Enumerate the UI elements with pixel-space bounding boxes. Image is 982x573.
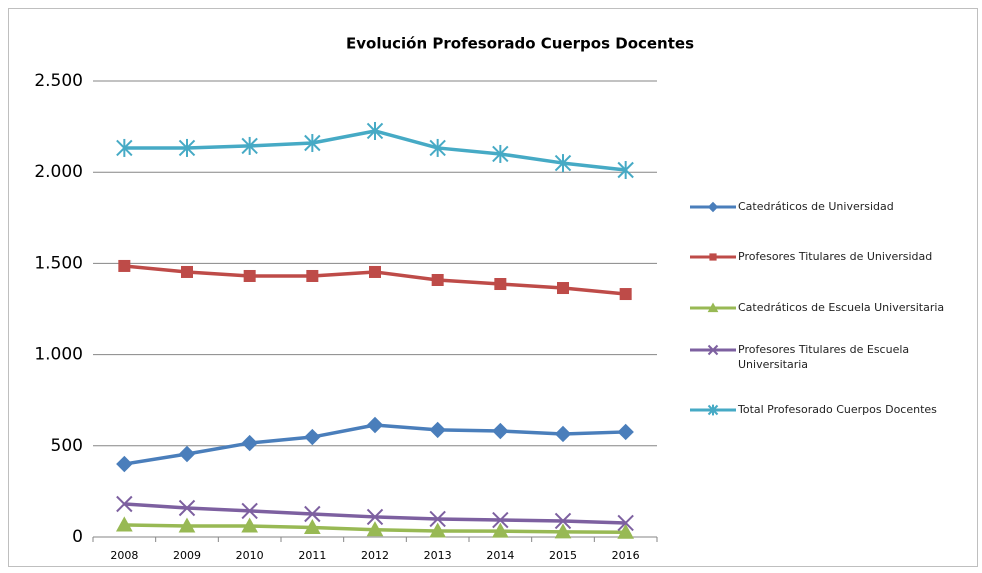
x-tick-label: 2014 [486,549,514,562]
marker [429,421,446,439]
marker [494,278,507,291]
y-tick-label: 2.000 [34,162,83,182]
marker [369,265,381,278]
marker [554,523,572,539]
marker-stroke [116,495,133,513]
marker [304,134,321,153]
x-tick-label: 2011 [298,549,326,562]
marker [181,265,193,278]
x-tick-label: 2012 [361,549,389,562]
marker [617,423,634,441]
marker [492,144,509,163]
marker [429,510,446,528]
marker [431,273,444,286]
marker [306,269,319,282]
marker-stroke [429,510,446,528]
marker [116,495,133,513]
marker [303,518,321,535]
marker [178,517,196,533]
marker [304,505,321,523]
marker [241,136,258,155]
marker-stroke [178,499,196,517]
marker [707,201,719,213]
marker [178,445,196,463]
marker-stroke [554,512,572,530]
marker [115,516,133,532]
legend-label: Total Profesorado Cuerpos Docentes [738,403,937,416]
marker [617,523,635,539]
legend-label: Profesores Titulares de Escuela Universi… [738,343,910,371]
marker [116,138,133,157]
marker [707,404,719,416]
marker-stroke [304,505,321,523]
marker [304,428,321,446]
y-tick-label: 0 [72,527,83,547]
marker-stroke [366,508,384,526]
x-tick-label: 2010 [236,549,264,562]
x-tick-label: 2013 [424,549,452,562]
x-tick-label: 2015 [549,549,577,562]
marker [707,344,719,356]
legend-label: Profesores Titulares de Universidad [738,250,933,263]
marker [241,517,259,533]
marker [492,422,509,440]
chart-title: Evolución Profesorado Cuerpos Docentes [346,35,694,53]
marker [492,511,509,529]
x-tick-label: 2008 [110,549,138,562]
marker-stroke [707,344,719,356]
marker [617,161,634,180]
marker [366,416,384,434]
marker [429,522,447,538]
marker [241,434,258,452]
legend-label: Catedráticos de Universidad [738,200,894,213]
marker [429,138,446,157]
marker [707,302,719,313]
y-tick-label: 1.000 [34,345,83,365]
marker [116,455,133,473]
marker [619,288,632,301]
marker [491,522,509,538]
marker [118,259,131,272]
marker [557,282,569,295]
y-tick-label: 500 [51,436,83,456]
marker [366,508,384,526]
y-tick-label: 2.500 [34,71,83,91]
marker-stroke [617,514,634,532]
marker [554,154,572,173]
legend-label: Catedráticos de Escuela Universitaria [738,301,945,314]
marker [554,512,572,530]
marker [178,138,196,157]
marker-stroke [241,502,258,520]
marker [366,521,384,537]
marker [243,269,256,282]
marker [366,121,384,140]
marker [554,425,572,443]
chart-border [8,8,978,567]
marker [178,499,196,517]
marker [241,502,258,520]
y-tick-label: 1.500 [34,253,83,273]
marker [709,253,717,261]
x-tick-label: 2016 [612,549,640,562]
x-tick-label: 2009 [173,549,201,562]
marker [617,514,634,532]
marker-stroke [492,511,509,529]
